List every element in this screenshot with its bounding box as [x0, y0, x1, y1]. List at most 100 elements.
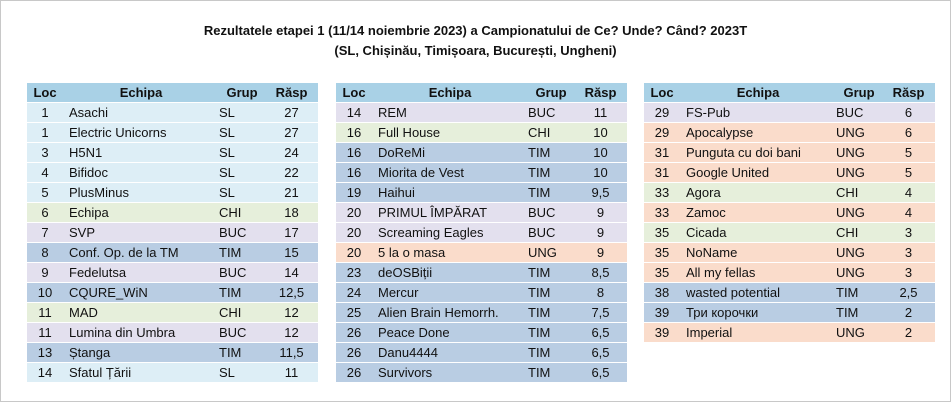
team-cell: wasted potential: [680, 282, 830, 303]
group-cell: CHI: [522, 122, 574, 143]
team-cell: Echipa: [63, 202, 213, 223]
table-row: 23 deOSBiții TIM 8,5: [336, 262, 627, 283]
group-cell: UNG: [830, 202, 882, 223]
table-row: 11 Lumina din Umbra BUC 12: [27, 322, 318, 343]
group-cell: UNG: [830, 162, 882, 183]
team-cell: Haihui: [372, 182, 522, 203]
rank-cell: 7: [27, 222, 63, 243]
points-cell: 15: [265, 242, 318, 263]
points-cell: 6,5: [574, 362, 627, 383]
table-row: 14 Sfatul Țării SL 11: [27, 362, 318, 383]
table-row: 29 FS-Pub BUC 6: [644, 102, 935, 123]
rank-cell: 33: [644, 202, 680, 223]
points-cell: 9: [574, 242, 627, 263]
header-loc: Loc: [27, 83, 63, 103]
table-row: 33 Zamoc UNG 4: [644, 202, 935, 223]
rank-cell: 24: [336, 282, 372, 303]
header-team: Echipa: [372, 83, 522, 103]
points-cell: 24: [265, 142, 318, 163]
team-cell: SVP: [63, 222, 213, 243]
table-row: 19 Haihui TIM 9,5: [336, 182, 627, 203]
team-cell: Punguta cu doi bani: [680, 142, 830, 163]
rank-cell: 13: [27, 342, 63, 363]
group-cell: CHI: [830, 222, 882, 243]
points-cell: 27: [265, 122, 318, 143]
table-header-row: Loc Echipa Grup Răsp: [644, 83, 935, 103]
group-cell: UNG: [830, 122, 882, 143]
header-group: Grup: [522, 83, 574, 103]
points-cell: 9,5: [574, 182, 627, 203]
team-cell: Asachi: [63, 102, 213, 123]
group-cell: TIM: [522, 162, 574, 183]
group-cell: BUC: [522, 102, 574, 123]
table-row: 8 Conf. Op. de la TM TIM 15: [27, 242, 318, 263]
header-loc: Loc: [644, 83, 680, 103]
points-cell: 2,5: [882, 282, 935, 303]
table-row: 20 Screaming Eagles BUC 9: [336, 222, 627, 243]
rank-cell: 20: [336, 242, 372, 263]
table-row: 16 DoReMi TIM 10: [336, 142, 627, 163]
table-row: 16 Miorita de Vest TIM 10: [336, 162, 627, 183]
table-row: 6 Echipa CHI 18: [27, 202, 318, 223]
group-cell: BUC: [213, 222, 265, 243]
header-points: Răsp: [574, 83, 627, 103]
table-row: 4 Bifidoc SL 22: [27, 162, 318, 183]
group-cell: SL: [213, 142, 265, 163]
group-cell: TIM: [522, 142, 574, 163]
points-cell: 12: [265, 322, 318, 343]
header-loc: Loc: [336, 83, 372, 103]
rank-cell: 39: [644, 302, 680, 323]
rank-cell: 1: [27, 122, 63, 143]
group-cell: UNG: [830, 242, 882, 263]
team-cell: Danu4444: [372, 342, 522, 363]
points-cell: 27: [265, 102, 318, 123]
table-row: 9 Fedelutsa BUC 14: [27, 262, 318, 283]
rank-cell: 16: [336, 142, 372, 163]
team-cell: deOSBiții: [372, 262, 522, 283]
table-row: 20 PRIMUL ÎMPĂRAT BUC 9: [336, 202, 627, 223]
rank-cell: 11: [27, 322, 63, 343]
team-cell: All my fellas: [680, 262, 830, 283]
group-cell: BUC: [830, 102, 882, 123]
table-row: 29 Apocalypse UNG 6: [644, 122, 935, 143]
team-cell: Три корочки: [680, 302, 830, 323]
group-cell: TIM: [522, 182, 574, 203]
team-cell: Google United: [680, 162, 830, 183]
team-cell: Electric Unicorns: [63, 122, 213, 143]
rank-cell: 14: [336, 102, 372, 123]
table-row: 7 SVP BUC 17: [27, 222, 318, 243]
group-cell: SL: [213, 182, 265, 203]
points-cell: 11: [574, 102, 627, 123]
team-cell: NoName: [680, 242, 830, 263]
points-cell: 11,5: [265, 342, 318, 363]
results-table-1: Loc Echipa Grup Răsp 1 Asachi SL 27 1 Electri…: [27, 83, 318, 383]
team-cell: CQURE_WiN: [63, 282, 213, 303]
header-team: Echipa: [680, 83, 830, 103]
header-points: Răsp: [882, 83, 935, 103]
rank-cell: 35: [644, 242, 680, 263]
rank-cell: 26: [336, 322, 372, 343]
rank-cell: 39: [644, 322, 680, 343]
points-cell: 6,5: [574, 342, 627, 363]
points-cell: 8,5: [574, 262, 627, 283]
points-cell: 12: [265, 302, 318, 323]
group-cell: TIM: [213, 242, 265, 263]
table-header-row: Loc Echipa Grup Răsp: [27, 83, 318, 103]
rank-cell: 4: [27, 162, 63, 183]
team-cell: REM: [372, 102, 522, 123]
points-cell: 22: [265, 162, 318, 183]
rank-cell: 20: [336, 202, 372, 223]
points-cell: 6: [882, 102, 935, 123]
points-cell: 14: [265, 262, 318, 283]
table-row: 16 Full House CHI 10: [336, 122, 627, 143]
team-cell: H5N1: [63, 142, 213, 163]
table-row: 10 CQURE_WiN TIM 12,5: [27, 282, 318, 303]
team-cell: Zamoc: [680, 202, 830, 223]
header-group: Grup: [213, 83, 265, 103]
table-row: 35 All my fellas UNG 3: [644, 262, 935, 283]
rank-cell: 1: [27, 102, 63, 123]
rank-cell: 25: [336, 302, 372, 323]
team-cell: PRIMUL ÎMPĂRAT: [372, 202, 522, 223]
team-cell: Survivors: [372, 362, 522, 383]
table-row: 35 NoName UNG 3: [644, 242, 935, 263]
